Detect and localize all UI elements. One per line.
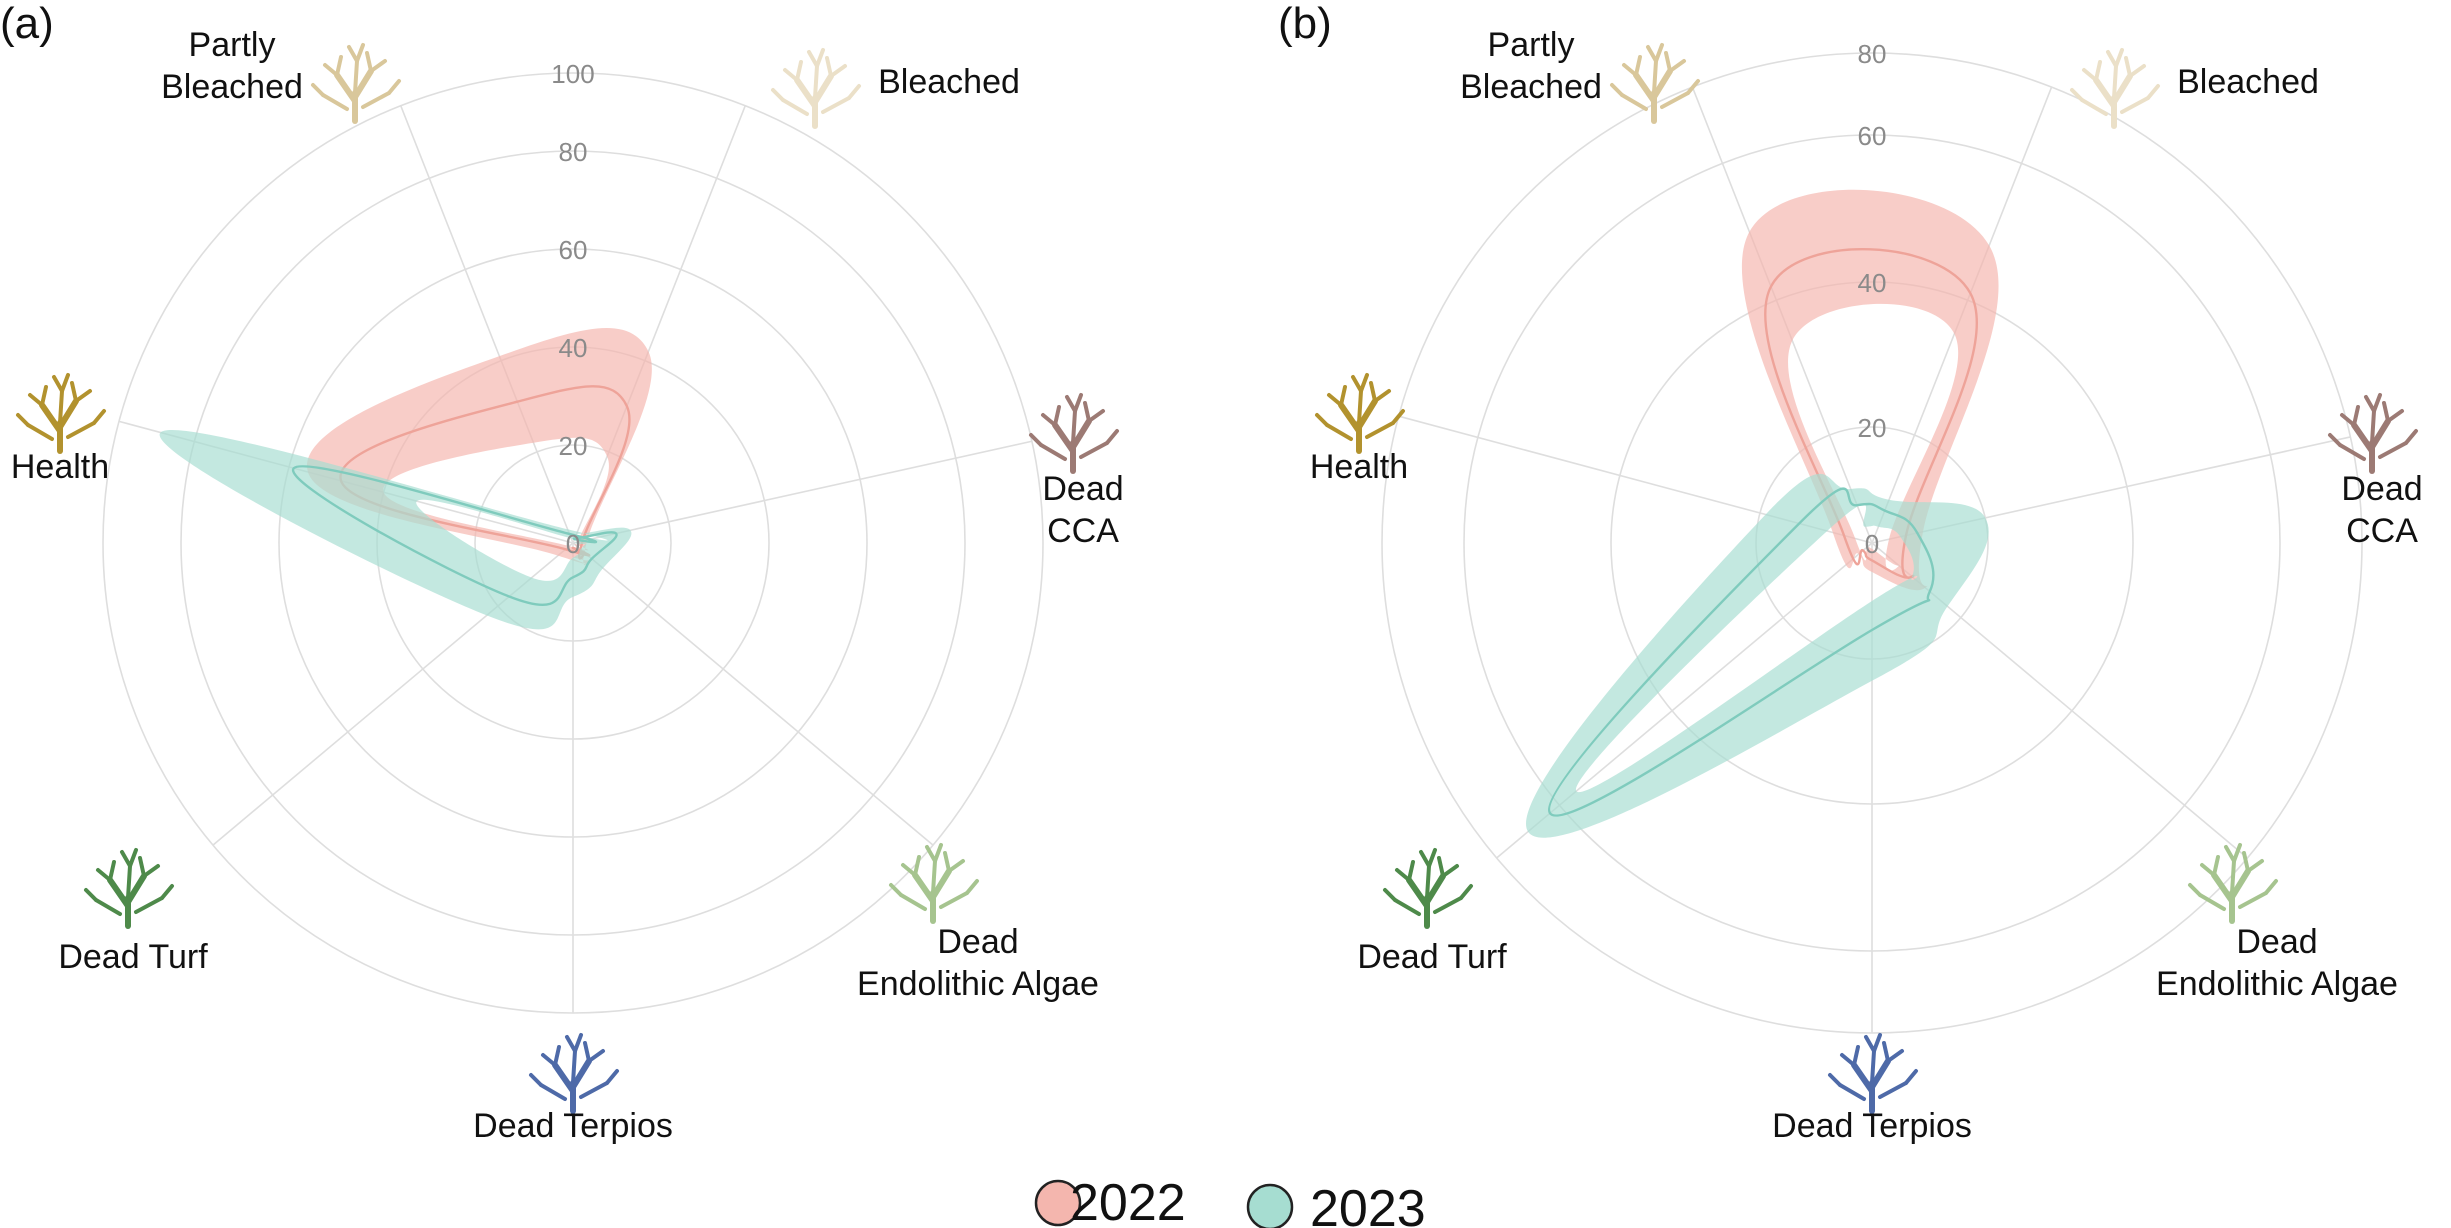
radial-tick-label: 80: [1858, 39, 1887, 69]
panel-a-label: (a): [0, 0, 54, 48]
category-label: Dead: [2236, 923, 2317, 961]
legend-swatch-2023: [1246, 1183, 1294, 1228]
coral-icon: [1610, 43, 1700, 124]
axis-spoke: [572, 440, 1033, 544]
radial-tick-label: 0: [1865, 529, 1879, 559]
series-line-2022: [1764, 248, 1978, 579]
category-label: Dead Terpios: [1772, 1107, 1972, 1145]
coral-icon: [889, 843, 979, 924]
axis-spoke: [572, 105, 746, 544]
radial-tick-label: 60: [1858, 121, 1887, 151]
category-label: CCA: [2346, 512, 2418, 550]
category-label: Partly: [189, 26, 276, 64]
category-label: CCA: [1047, 512, 1119, 550]
panel-a-radar-chart: (a) 0 20 40 60 80 100 Partly Bleached Bleached De…: [0, 0, 1124, 1145]
axis-spoke: [400, 105, 574, 544]
coral-icon: [771, 48, 861, 129]
radial-tick-label: 80: [559, 137, 588, 167]
radial-tick-label: 0: [566, 529, 580, 559]
coral-icon: [2070, 48, 2160, 129]
coral-icon: [84, 848, 174, 929]
coral-icon: [2328, 393, 2418, 474]
coral-icon: [1315, 373, 1405, 454]
coral-icon: [529, 1033, 619, 1114]
category-label: Dead Turf: [58, 938, 208, 976]
category-label: Dead: [2341, 470, 2422, 508]
coral-icon: [2188, 843, 2278, 924]
series-band-2022: [1741, 189, 1999, 591]
category-label: Bleached: [2177, 63, 2319, 101]
radial-tick-label: 60: [559, 235, 588, 265]
category-label: Dead Terpios: [473, 1107, 673, 1145]
category-label: Partly: [1488, 26, 1575, 64]
category-label: Dead Turf: [1357, 938, 1507, 976]
category-label: Dead: [937, 923, 1018, 961]
radial-tick-label: 20: [1858, 413, 1887, 443]
series-line-2023: [1547, 487, 1935, 817]
category-label: Endolithic Algae: [857, 965, 1099, 1003]
series-line-2023: [292, 465, 618, 607]
legend-swatch-2022: [1034, 1179, 1082, 1227]
category-label: Dead: [1042, 470, 1123, 508]
legend: 2022 2023: [1034, 1174, 1426, 1228]
radial-tick-label: 20: [559, 431, 588, 461]
legend-label-2022: 2022: [1070, 1174, 1186, 1228]
series-band-2023: [1526, 473, 1989, 838]
radial-tick-label: 40: [559, 333, 588, 363]
panel-b-radar-chart: (b) 0 20 40 60 80 Partly Bleached Bleached Dead C…: [1278, 0, 2423, 1145]
coral-icon: [1383, 848, 1473, 929]
axis-spoke: [572, 542, 934, 846]
category-label: Health: [11, 448, 109, 486]
legend-label-2023: 2023: [1310, 1180, 1426, 1228]
category-label: Bleached: [161, 68, 303, 106]
radial-tick-label: 100: [551, 59, 594, 89]
coral-icon: [311, 43, 401, 124]
category-label: Health: [1310, 448, 1408, 486]
coral-icon: [1029, 393, 1119, 474]
panel-b-label: (b): [1278, 0, 1332, 48]
series-band-2023: [159, 429, 632, 630]
coral-icon: [16, 373, 106, 454]
category-label: Bleached: [1460, 68, 1602, 106]
category-label: Bleached: [878, 63, 1020, 101]
coral-icon: [1828, 1033, 1918, 1114]
radial-tick-label: 40: [1858, 268, 1887, 298]
category-label: Endolithic Algae: [2156, 965, 2398, 1003]
